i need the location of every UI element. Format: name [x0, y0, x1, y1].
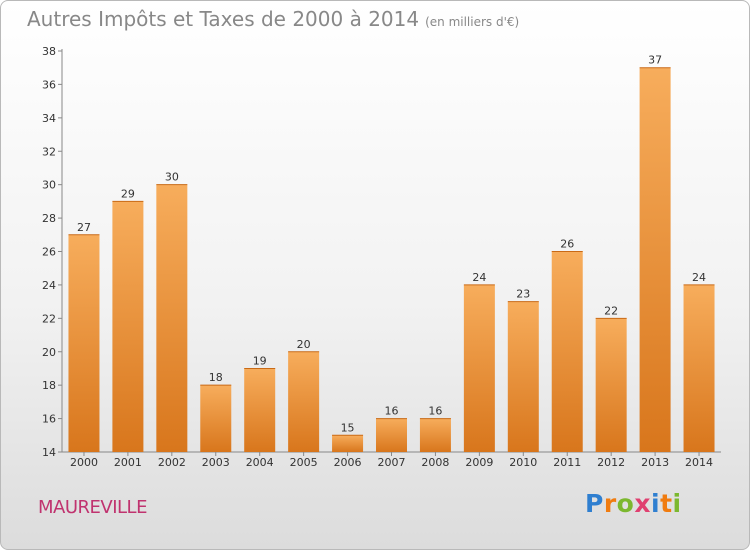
data-label: 37 [648, 54, 662, 67]
bars [68, 67, 715, 452]
bar [683, 284, 715, 452]
value-labels: 27 29 30 18 19 20 15 16 16 24 23 26 22 37 24 [77, 54, 706, 435]
x-tick-label: 2003 [202, 456, 230, 469]
logo-letter: P [585, 489, 604, 518]
data-label: 24 [692, 271, 706, 284]
bar [244, 368, 276, 452]
data-label: 29 [121, 187, 135, 200]
x-tick-label: 2002 [158, 456, 186, 469]
x-tick-label: 2006 [334, 456, 362, 469]
bar [156, 184, 188, 452]
x-tick-label: 2009 [465, 456, 493, 469]
bar [639, 67, 671, 452]
y-tick-label: 30 [42, 179, 56, 192]
logo-letter: t [660, 489, 673, 518]
data-label: 27 [77, 221, 91, 234]
data-label: 23 [516, 288, 530, 301]
chart-title: Autres Impôts et Taxes de 2000 à 2014 (en… [27, 7, 519, 31]
x-tick-label: 2008 [421, 456, 449, 469]
axes: 14 16 18 20 22 24 26 28 30 32 34 36 38 2000 2001 2002 20… [42, 45, 721, 469]
bar [507, 301, 539, 452]
data-label: 15 [341, 421, 355, 434]
data-label: 16 [385, 405, 399, 418]
logo-letter: i [672, 489, 682, 518]
bar [376, 418, 407, 452]
y-tick-label: 28 [42, 212, 56, 225]
x-tick-label: 2004 [246, 456, 274, 469]
logo-letter: o [616, 489, 635, 518]
y-tick-label: 34 [42, 112, 56, 125]
x-tick-label: 2007 [378, 456, 406, 469]
chart-subtitle: (en milliers d'€) [425, 15, 520, 29]
logo-letter: i [651, 489, 661, 518]
x-tick-label: 2005 [290, 456, 318, 469]
bar [112, 201, 144, 452]
y-tick-label: 14 [42, 446, 56, 459]
y-tick-label: 22 [42, 312, 56, 325]
y-tick-label: 32 [42, 145, 56, 158]
logo-letter: x [634, 489, 651, 518]
proxiti-logo: Proxiti [585, 489, 682, 518]
y-tick-label: 20 [42, 346, 56, 359]
data-label: 24 [472, 271, 486, 284]
x-tick-label: 2010 [509, 456, 537, 469]
y-tick-label: 38 [42, 45, 56, 58]
bar [419, 418, 451, 452]
y-tick-label: 16 [42, 413, 56, 426]
x-tick-label: 2011 [553, 456, 581, 469]
x-tick-label: 2014 [685, 456, 713, 469]
x-tick-label: 2012 [597, 456, 625, 469]
bar [463, 284, 495, 452]
y-tick-label: 24 [42, 279, 56, 292]
data-label: 26 [560, 238, 574, 251]
bar [288, 351, 320, 452]
logo-letter: r [603, 489, 617, 518]
bar [200, 385, 232, 452]
data-label: 19 [253, 354, 267, 367]
data-label: 22 [604, 304, 618, 317]
y-tick-label: 26 [42, 246, 56, 259]
bar [595, 318, 627, 452]
bar [551, 251, 583, 452]
y-tick-label: 18 [42, 379, 56, 392]
x-tick-label: 2000 [70, 456, 98, 469]
commune-name: MAUREVILLE [38, 497, 147, 518]
data-label: 16 [428, 405, 442, 418]
bar [332, 435, 364, 452]
y-tick-label: 36 [42, 78, 56, 91]
data-label: 30 [165, 171, 179, 184]
chart-title-text: Autres Impôts et Taxes de 2000 à 2014 [27, 7, 420, 31]
data-label: 20 [297, 338, 311, 351]
bar [68, 234, 100, 452]
x-tick-label: 2001 [114, 456, 142, 469]
x-tick-label: 2013 [641, 456, 669, 469]
data-label: 18 [209, 371, 223, 384]
